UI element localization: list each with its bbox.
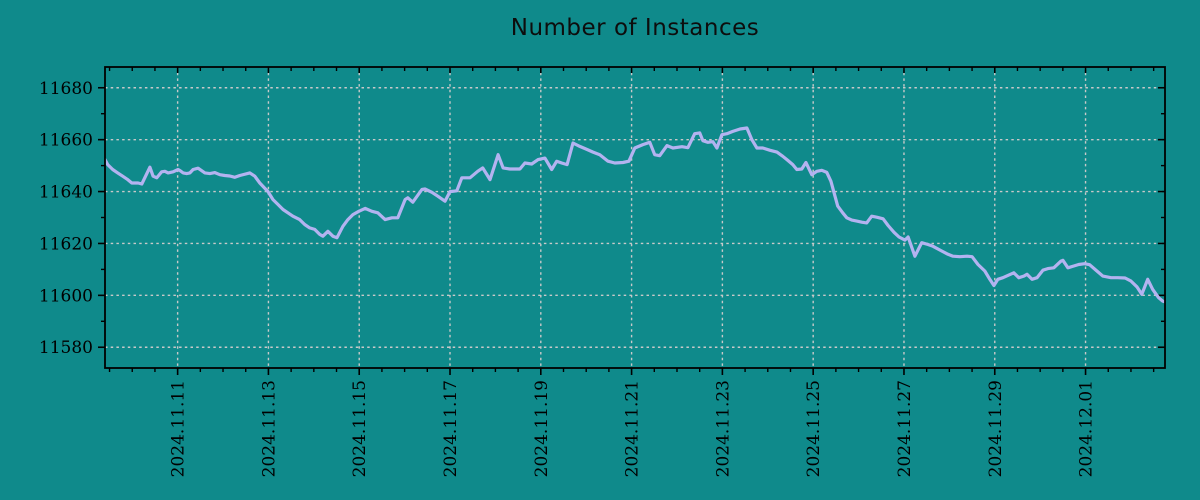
x-tick-label: 2024.11.27	[895, 380, 915, 477]
x-tick-label: 2024.11.15	[350, 380, 370, 477]
x-tick-label: 2024.11.25	[804, 380, 824, 477]
y-tick-label: 11580	[39, 338, 93, 358]
y-tick-label: 11600	[39, 286, 93, 306]
series-line	[105, 126, 1165, 304]
x-tick-label: 2024.11.17	[441, 380, 461, 477]
y-tick-label: 11620	[39, 234, 93, 254]
x-tick-label: 2024.11.29	[986, 380, 1006, 477]
y-tick-label: 11640	[39, 183, 93, 203]
y-tick-label: 11680	[39, 79, 93, 99]
chart-title: Number of Instances	[510, 15, 760, 41]
x-tick-label: 2024.12.01	[1077, 380, 1097, 477]
plot-frame	[104, 66, 1166, 369]
x-tick-label: 2024.11.13	[259, 380, 279, 477]
x-tick-label: 2024.11.21	[623, 380, 643, 477]
x-tick-label: 2024.11.11	[169, 380, 189, 477]
x-tick-label: 2024.11.19	[532, 380, 552, 477]
y-tick-label: 11660	[39, 131, 93, 151]
x-tick-label: 2024.11.23	[713, 380, 733, 477]
